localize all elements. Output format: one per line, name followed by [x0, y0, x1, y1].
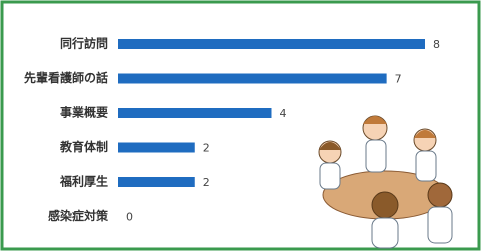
value-label: 8 [433, 38, 440, 51]
bar [118, 143, 195, 153]
category-label: 事業概要 [60, 105, 108, 120]
bar [118, 108, 272, 118]
value-label: 2 [203, 142, 210, 155]
category-label: 同行訪問 [60, 36, 108, 51]
category-label: 先輩看護師の話 [24, 70, 108, 85]
bar [118, 74, 387, 84]
chart: 同行訪問 8 先輩看護師の話 7 事業概要 4 教育体制 2 福利厚生 2 感染症対策 0 [0, 0, 481, 251]
value-label: 4 [280, 107, 287, 120]
value-label: 2 [203, 176, 210, 189]
value-label: 7 [395, 73, 402, 86]
value-label: 0 [126, 211, 133, 224]
bar [118, 39, 425, 49]
category-label: 福利厚生 [59, 174, 108, 189]
category-label: 感染症対策 [48, 208, 109, 223]
bar [118, 177, 195, 187]
category-label: 教育体制 [59, 139, 108, 154]
